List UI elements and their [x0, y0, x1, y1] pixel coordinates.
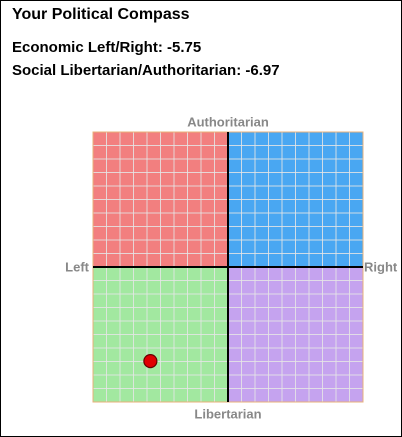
score-value: -5.75 — [167, 39, 202, 56]
score-point — [143, 353, 158, 369]
axis-label: Authoritarian — [187, 114, 269, 129]
score-label: Economic Left/Right: — [12, 39, 163, 56]
axis-label: Libertarian — [194, 406, 261, 421]
page-title: Your Political Compass — [12, 6, 190, 23]
axis-label: Left — [65, 259, 90, 274]
economic-score: Economic Left/Right: -5.75 — [12, 39, 201, 56]
score-label: Social Libertarian/Authoritarian: — [12, 62, 242, 79]
score-value: -6.97 — [245, 62, 280, 79]
axis-label: Right — [364, 259, 398, 274]
social-score: Social Libertarian/Authoritarian: -6.97 — [12, 62, 280, 79]
